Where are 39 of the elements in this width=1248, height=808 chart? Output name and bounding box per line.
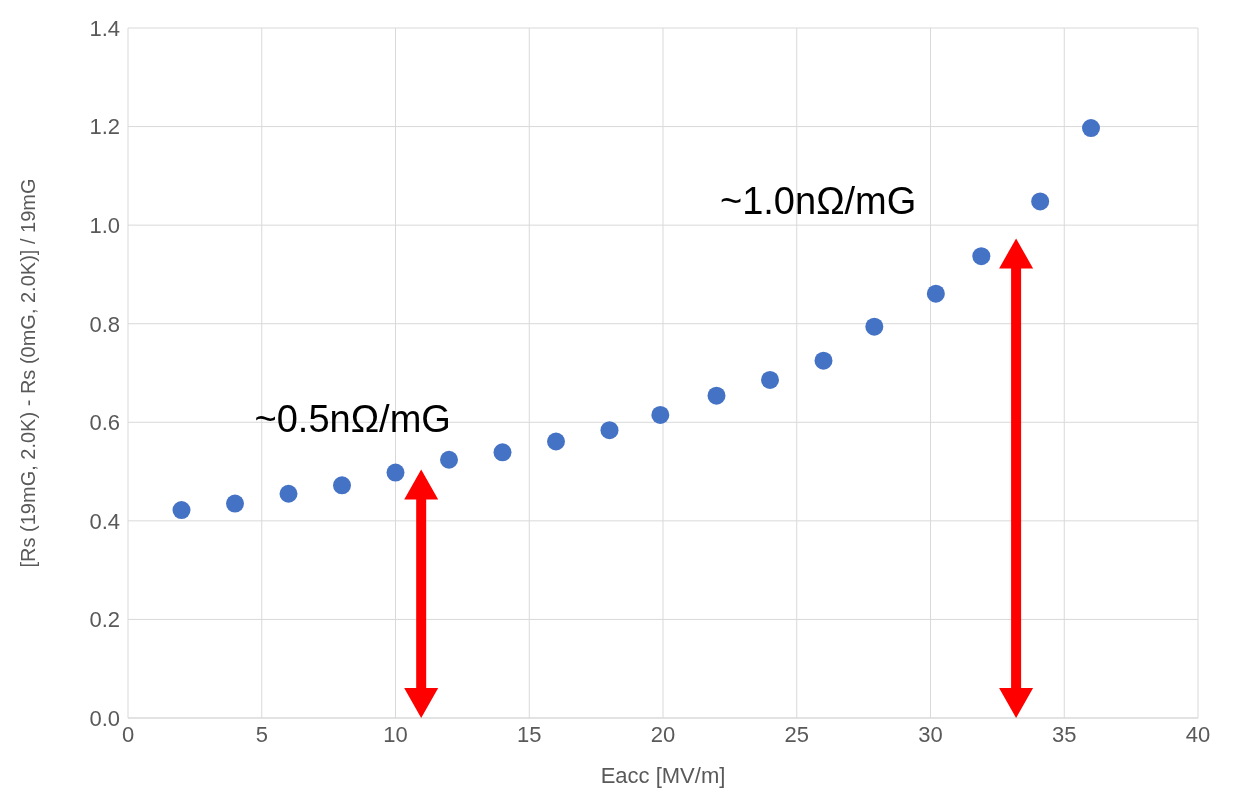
y-tick-label: 0.8	[89, 311, 120, 337]
point	[386, 463, 405, 482]
y-tick-label: 1.2	[89, 114, 120, 140]
x-tick-label: 20	[650, 721, 676, 747]
point	[761, 370, 779, 389]
x-tick-label: 0	[121, 721, 135, 747]
point	[972, 247, 991, 266]
x-tick-label: 35	[1052, 721, 1077, 747]
point	[440, 450, 458, 469]
point	[814, 351, 833, 370]
x-tick-label: 30	[918, 721, 943, 747]
point	[707, 386, 726, 405]
point	[926, 284, 945, 303]
y-tick-label: 0.2	[89, 607, 120, 633]
y-tick-label: 1.4	[89, 15, 120, 41]
point	[865, 317, 884, 336]
x-tick-label: 5	[255, 721, 268, 747]
annotation: ~1.0nΩ/mG	[719, 180, 917, 223]
point	[333, 476, 351, 495]
point	[493, 443, 512, 462]
x-tick-label: 40	[1185, 721, 1211, 747]
x-tick-label: 25	[784, 721, 809, 747]
x-tick-label: 10	[383, 721, 408, 747]
annotation: ~0.5nΩ/mG	[254, 397, 451, 440]
point	[651, 405, 670, 424]
point	[1031, 192, 1050, 211]
point	[226, 494, 244, 513]
point	[1082, 119, 1100, 138]
y-axis-title: [Rs (19mG, 2.0K) - Rs (0mG, 2.0K)] / 19mG	[17, 178, 40, 568]
x-axis-title: Eacc [MV/m]	[600, 763, 726, 788]
x-tick-label: 15	[517, 721, 542, 747]
point	[547, 432, 565, 451]
y-tick-label: 1.0	[89, 212, 120, 238]
point	[279, 484, 298, 503]
point	[172, 501, 191, 520]
y-tick-label: 0.6	[89, 410, 120, 436]
y-tick-label: 0.0	[89, 705, 120, 731]
point	[600, 421, 619, 440]
y-tick-label: 0.4	[89, 508, 120, 534]
